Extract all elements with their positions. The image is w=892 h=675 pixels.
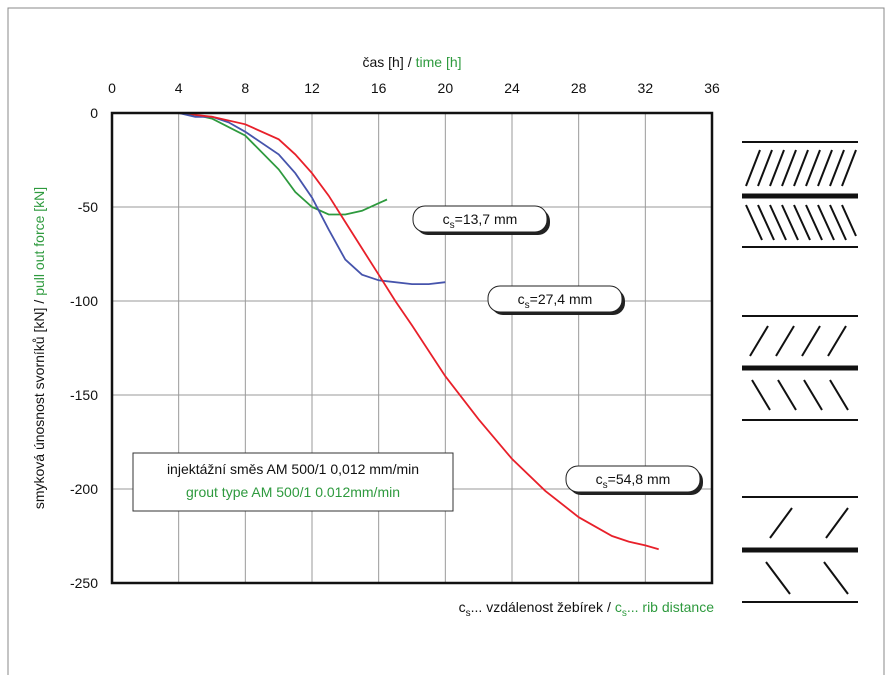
plot-border <box>110 111 714 585</box>
callout-part: =54,8 mm <box>608 471 671 487</box>
x-title-en: time [h] <box>416 54 462 70</box>
y-title: smyková únosnost svorníků [kN] / pull out … <box>31 187 47 509</box>
data-line <box>112 112 659 551</box>
note-line: grout type AM 500/1 0.012mm/min <box>186 484 400 500</box>
x-tick-label: 28 <box>571 80 587 96</box>
callout-sub: s <box>525 300 530 311</box>
callout: cs=13,7 mm <box>443 211 518 231</box>
y-tick-label: -150 <box>70 387 98 403</box>
note-box <box>132 452 454 512</box>
note-line: injektážní směs AM 500/1 0,012 mm/min <box>167 461 419 477</box>
x-tick-label: 12 <box>304 80 320 96</box>
callout-part: c <box>443 211 450 227</box>
y-tick-label: 0 <box>90 105 98 121</box>
bottom-label: cs... vzdálenost žebírek / cs... rib dista… <box>459 599 715 619</box>
callout-part: c <box>596 471 603 487</box>
label-part: c <box>615 599 622 615</box>
x-title-cs: čas [h] <box>362 54 403 70</box>
x-title-sep: / <box>408 54 412 70</box>
frame <box>7 7 885 675</box>
callout-box <box>487 285 623 313</box>
y-tick-label: -50 <box>78 199 98 215</box>
y-title-sep: / <box>31 300 47 304</box>
callout-part: c <box>518 291 525 307</box>
label-part: ... vzdálenost žebírek <box>471 599 604 615</box>
callout-part: =27,4 mm <box>530 291 593 307</box>
label-sub: s <box>622 608 627 619</box>
label-part: / <box>607 599 611 615</box>
label-part: ... rib distance <box>627 599 714 615</box>
x-tick-label: 32 <box>638 80 654 96</box>
plot-area <box>112 113 712 583</box>
data-line <box>112 112 446 285</box>
x-tick-label: 20 <box>438 80 454 96</box>
label-part: c <box>459 599 466 615</box>
callout-box <box>565 465 701 493</box>
y-tick-label: -200 <box>70 481 98 497</box>
label-sub: s <box>466 608 471 619</box>
rib-diagrams <box>742 141 858 603</box>
callout-part: =13,7 mm <box>455 211 518 227</box>
x-tick-label: 0 <box>108 80 116 96</box>
callout-sub: s <box>603 480 608 491</box>
x-tick-label: 24 <box>504 80 520 96</box>
y-tick-label: -250 <box>70 575 98 591</box>
y-title-en: pull out force [kN] <box>31 187 47 296</box>
x-tick-label: 4 <box>175 80 183 96</box>
x-title: čas [h] / time [h] <box>362 54 461 70</box>
y-tick-label: -100 <box>70 293 98 309</box>
x-tick-label: 36 <box>704 80 720 96</box>
callout-box <box>412 205 548 233</box>
x-tick-label: 8 <box>241 80 249 96</box>
callout: cs=54,8 mm <box>596 471 671 491</box>
y-title-cs: smyková únosnost svorníků [kN] <box>31 308 47 510</box>
callout: cs=27,4 mm <box>518 291 593 311</box>
callout-sub: s <box>450 220 455 231</box>
x-tick-label: 16 <box>371 80 387 96</box>
